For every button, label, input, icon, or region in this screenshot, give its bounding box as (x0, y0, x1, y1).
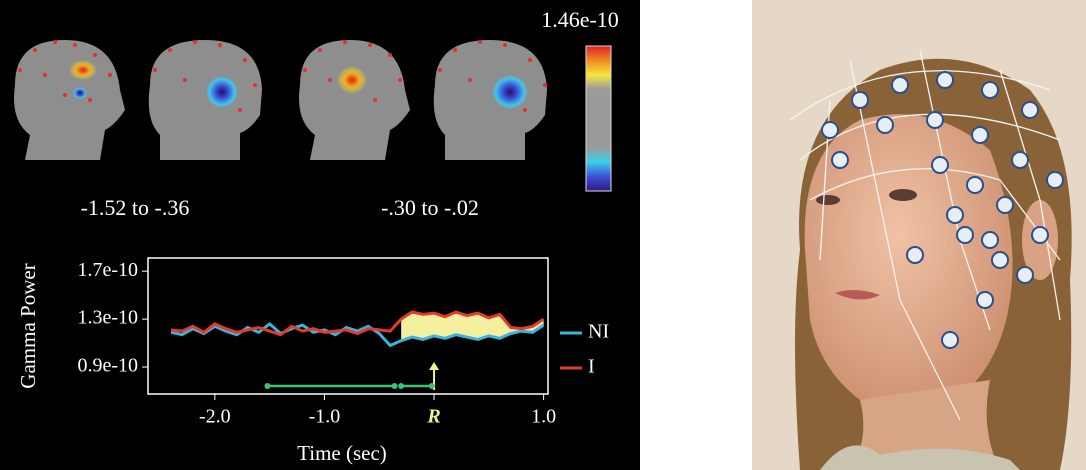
interval-label: -.30 to -.02 (381, 195, 479, 220)
page: 1.46e-10 -1.52 to -.36 -.30 to -.02 Gamm… (0, 0, 1086, 470)
x-tick-label: -1.0 (309, 406, 341, 428)
y-tick-label: 0.9e-10 (77, 355, 138, 377)
x-tick-label: -2.0 (199, 406, 231, 428)
legend-label: NI (588, 321, 609, 343)
interval-end (264, 383, 270, 389)
colorbar-max: 1.46e-10 (541, 7, 619, 32)
x-axis-label: Time (sec) (297, 441, 387, 465)
x-tick-label: R (426, 406, 440, 428)
interval-end (392, 383, 398, 389)
y-axis-label: Gamma Power (16, 263, 40, 388)
y-tick-label: 1.3e-10 (77, 307, 138, 329)
x-tick-label: 1.0 (531, 406, 556, 428)
interval-end (429, 383, 435, 389)
interval-end (398, 383, 404, 389)
legend-label: I (588, 356, 595, 378)
y-tick-label: 1.7e-10 (77, 259, 138, 281)
colorbar (586, 46, 611, 191)
figure: 1.46e-10 -1.52 to -.36 -.30 to -.02 Gamm… (0, 0, 1086, 470)
photo (752, 0, 1086, 470)
interval-label: -1.52 to -.36 (81, 195, 190, 220)
